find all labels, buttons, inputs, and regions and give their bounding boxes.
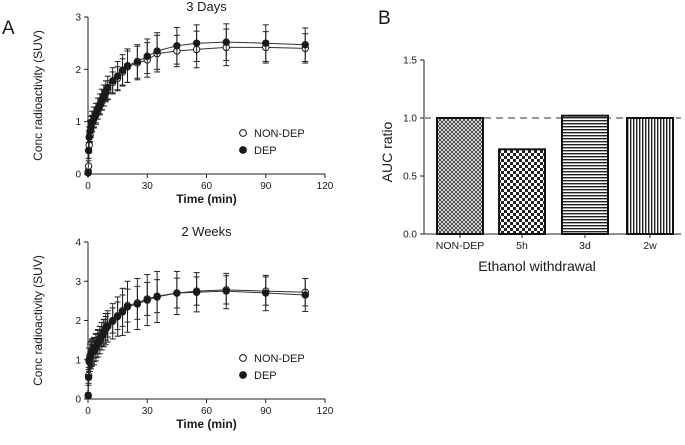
data-point [84, 146, 93, 155]
data-point [133, 300, 142, 308]
x-axis-label: Time (min) [176, 417, 236, 431]
y-tick-label: 1 [75, 355, 81, 366]
x-tick-label: 2w [643, 240, 657, 252]
legend-label-non-dep: NON-DEP [254, 128, 305, 140]
y-axis-label: Conc radioactivity (SUV) [31, 255, 45, 386]
data-point [123, 61, 132, 70]
data-point [173, 42, 181, 50]
data-point [108, 317, 117, 325]
chart-title: 3 Days [186, 0, 227, 14]
bar-3d [561, 114, 609, 235]
data-point [104, 83, 112, 92]
y-tick-label: 0 [75, 170, 81, 181]
data-point [113, 72, 122, 80]
x-tick-label: 3d [579, 240, 591, 252]
y-tick-label: 2 [75, 316, 81, 327]
data-point [301, 291, 309, 299]
data-point [222, 287, 230, 295]
y-tick-label: 3 [75, 13, 81, 24]
x-tick-label: 60 [201, 406, 213, 417]
x-tick-label: 120 [317, 406, 334, 417]
legend-marker-dep [239, 371, 247, 379]
chart-2-weeks: 0 1 2 3 4 0 30 60 90 120 2 Weeks Time (min) Conc rad… [31, 224, 334, 431]
data-point [143, 296, 151, 304]
y-tick-label: 4 [75, 238, 81, 249]
legend-marker-non-dep [239, 129, 247, 137]
y-axis-label: Conc radioactivity (SUV) [31, 30, 45, 161]
data-point [133, 57, 142, 66]
data-point [118, 308, 127, 316]
y-tick-label: 0.0 [403, 230, 417, 241]
x-tick-label: 120 [317, 181, 334, 192]
x-tick-label: 0 [85, 181, 91, 192]
data-point [192, 39, 201, 47]
data-point [85, 133, 93, 142]
y-tick-label: 0 [75, 395, 81, 406]
data-point [301, 41, 309, 49]
panel-label-b: B [378, 8, 391, 29]
data-point [113, 312, 122, 321]
legend-marker-dep [239, 146, 247, 154]
data-point [192, 288, 201, 296]
data-point [84, 392, 92, 400]
series-dep [84, 23, 309, 177]
x-tick-label: 5h [516, 240, 528, 252]
data-point [108, 77, 117, 85]
series-dep [84, 270, 309, 400]
x-tick-label: 30 [142, 181, 154, 192]
data-point [153, 293, 161, 301]
y-tick-label: 0.5 [403, 172, 417, 183]
x-tick-label: 90 [260, 406, 272, 417]
legend-marker-non-dep [239, 354, 247, 362]
x-axis-label: Ethanol withdrawal [478, 258, 596, 274]
x-axis-label: Time (min) [176, 192, 236, 206]
y-tick-label: 1.5 [403, 56, 417, 67]
legend-label-dep: DEP [254, 370, 277, 382]
data-point [104, 322, 112, 331]
legend-label-non-dep: NON-DEP [254, 353, 305, 365]
data-point [173, 289, 181, 297]
chart-auc-ratio: 0.0 0.5 1.0 1.5 NON-DEP 5h 3d 2w Ethanol withdra… [379, 56, 681, 274]
chart-title: 2 Weeks [181, 224, 232, 239]
bar-5h [498, 148, 546, 236]
y-axis-label: AUC ratio [379, 121, 395, 182]
panel-label-a: A [2, 18, 15, 39]
y-tick-label: 3 [75, 277, 81, 288]
x-tick-label: 30 [142, 406, 154, 417]
data-point [123, 303, 132, 311]
x-tick-label: 60 [201, 181, 213, 192]
bar-2w [626, 117, 674, 235]
y-tick-label: 1.0 [403, 114, 417, 125]
data-point [84, 373, 93, 382]
y-tick-label: 1 [75, 117, 81, 128]
data-point [118, 66, 127, 75]
legend-label-dep: DEP [254, 145, 277, 157]
data-point [222, 38, 230, 46]
x-tick-label: 0 [85, 406, 91, 417]
data-point [153, 47, 161, 55]
x-tick-label: NON-DEP [436, 240, 484, 252]
data-point [262, 39, 270, 47]
bar-non-dep [436, 117, 484, 235]
y-tick-label: 2 [75, 65, 81, 76]
x-tick-label: 90 [260, 181, 272, 192]
data-point [84, 169, 92, 177]
data-point [262, 289, 270, 297]
data-point [143, 52, 151, 60]
